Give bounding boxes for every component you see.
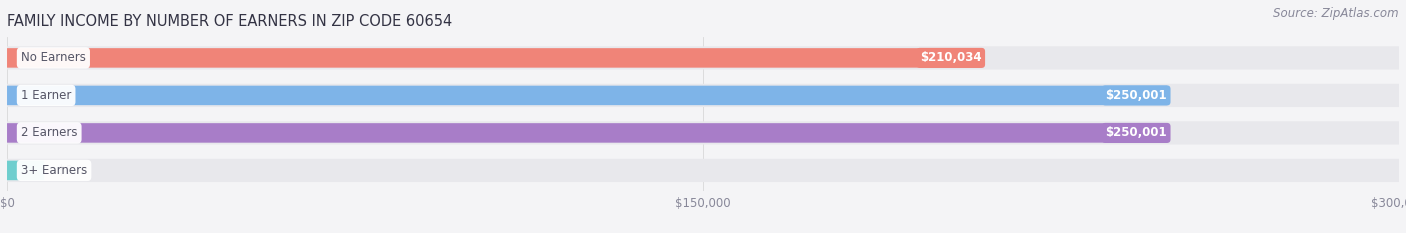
FancyBboxPatch shape [7,84,1399,107]
FancyBboxPatch shape [7,123,1167,143]
FancyBboxPatch shape [7,161,44,180]
Text: 3+ Earners: 3+ Earners [21,164,87,177]
FancyBboxPatch shape [7,48,981,68]
FancyBboxPatch shape [7,86,1167,105]
Text: 2 Earners: 2 Earners [21,127,77,139]
FancyBboxPatch shape [7,121,1399,144]
Text: $250,001: $250,001 [1105,89,1167,102]
Text: 1 Earner: 1 Earner [21,89,72,102]
Text: No Earners: No Earners [21,51,86,64]
Text: Source: ZipAtlas.com: Source: ZipAtlas.com [1274,7,1399,20]
FancyBboxPatch shape [7,46,1399,69]
Text: $0: $0 [58,164,73,177]
FancyBboxPatch shape [7,159,1399,182]
Text: FAMILY INCOME BY NUMBER OF EARNERS IN ZIP CODE 60654: FAMILY INCOME BY NUMBER OF EARNERS IN ZI… [7,14,453,29]
Text: $210,034: $210,034 [920,51,981,64]
Text: $250,001: $250,001 [1105,127,1167,139]
